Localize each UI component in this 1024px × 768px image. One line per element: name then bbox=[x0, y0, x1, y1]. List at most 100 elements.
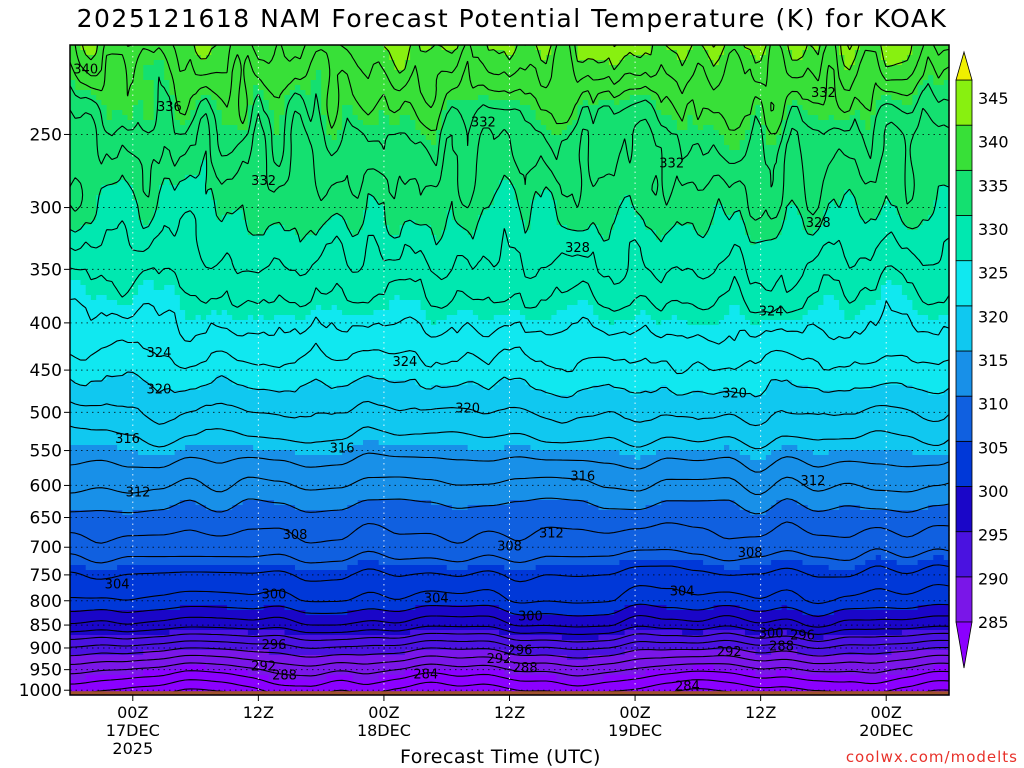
color-cell bbox=[880, 45, 913, 51]
color-cell bbox=[101, 190, 134, 196]
color-cell bbox=[274, 120, 280, 126]
color-cell bbox=[174, 290, 882, 296]
color-cell bbox=[315, 230, 354, 236]
colorbar-segment bbox=[955, 576, 973, 623]
color-cell bbox=[158, 205, 218, 211]
color-cell bbox=[284, 105, 322, 111]
color-cell bbox=[509, 610, 615, 616]
color-cell bbox=[786, 110, 809, 116]
contour-label: 312 bbox=[801, 474, 826, 489]
color-cell bbox=[70, 485, 950, 491]
color-cell bbox=[70, 575, 950, 581]
color-cell bbox=[153, 100, 176, 106]
color-cell bbox=[671, 315, 678, 321]
color-cell bbox=[708, 225, 746, 231]
color-cell bbox=[750, 115, 762, 121]
color-cell bbox=[765, 125, 783, 131]
color-cell bbox=[96, 210, 139, 216]
color-cell bbox=[645, 670, 757, 676]
x-tick-label: 20DEC bbox=[859, 721, 913, 740]
color-cell bbox=[656, 230, 668, 236]
colorbar-label: 315 bbox=[978, 351, 1009, 370]
color-cell bbox=[132, 195, 160, 201]
color-cell bbox=[556, 200, 620, 206]
color-cell bbox=[818, 225, 908, 231]
color-cell bbox=[389, 305, 422, 311]
color-cell bbox=[70, 60, 155, 66]
color-cell bbox=[865, 120, 872, 126]
color-cell bbox=[305, 90, 312, 96]
color-cell bbox=[378, 560, 620, 566]
color-cell bbox=[132, 105, 144, 111]
color-cell bbox=[938, 195, 950, 201]
color-cell bbox=[70, 475, 950, 481]
contour-label: 320 bbox=[722, 387, 747, 402]
color-cell bbox=[247, 315, 254, 321]
color-cell bbox=[153, 110, 176, 116]
color-cell bbox=[739, 505, 772, 511]
color-cell bbox=[446, 225, 464, 231]
color-cell bbox=[153, 280, 887, 286]
color-cell bbox=[446, 220, 458, 226]
color-cell bbox=[85, 50, 97, 56]
color-cell bbox=[368, 205, 385, 211]
color-cell bbox=[441, 120, 542, 126]
contour-label: 308 bbox=[497, 540, 522, 555]
color-cell bbox=[70, 580, 950, 586]
color-cell bbox=[812, 230, 950, 236]
color-cell bbox=[425, 315, 448, 321]
color-cell bbox=[807, 230, 814, 236]
color-cell bbox=[158, 200, 218, 206]
color-cell bbox=[614, 225, 647, 231]
color-cell bbox=[488, 45, 516, 51]
color-cell bbox=[232, 505, 296, 511]
color-cell bbox=[242, 215, 333, 221]
color-cell bbox=[185, 315, 197, 321]
color-cell bbox=[363, 210, 385, 216]
color-cell bbox=[96, 200, 139, 206]
color-cell bbox=[342, 115, 359, 121]
color-cell bbox=[70, 460, 950, 466]
color-cell bbox=[755, 110, 762, 116]
color-cell bbox=[551, 130, 563, 136]
color-cell bbox=[844, 60, 856, 66]
color-cell bbox=[216, 310, 223, 316]
color-cell bbox=[132, 300, 181, 306]
color-cell bbox=[342, 450, 620, 456]
color-cell bbox=[70, 360, 950, 366]
color-cell bbox=[880, 210, 898, 216]
color-cell bbox=[274, 110, 286, 116]
color-cell bbox=[153, 80, 171, 86]
color-cell bbox=[206, 180, 500, 186]
color-cell bbox=[85, 290, 139, 296]
color-cell bbox=[70, 610, 307, 616]
color-cell bbox=[530, 105, 579, 111]
color-cell bbox=[336, 385, 422, 391]
color-cell bbox=[833, 610, 950, 616]
color-cell bbox=[206, 665, 694, 671]
color-cell bbox=[561, 130, 720, 136]
color-cell bbox=[211, 45, 385, 51]
color-cell bbox=[467, 445, 505, 451]
color-cell bbox=[70, 515, 950, 521]
color-cell bbox=[70, 330, 950, 336]
color-cell bbox=[294, 505, 348, 511]
color-cell bbox=[164, 180, 171, 186]
color-cell bbox=[321, 380, 354, 386]
color-cell bbox=[572, 120, 678, 126]
x-tick-label: 2025 bbox=[112, 739, 153, 758]
color-cell bbox=[556, 220, 615, 226]
ground-band bbox=[70, 691, 949, 695]
color-cell bbox=[96, 50, 197, 56]
color-cell bbox=[943, 390, 950, 396]
color-cell bbox=[718, 55, 757, 61]
color-cell bbox=[294, 450, 343, 456]
color-cell bbox=[70, 490, 950, 496]
color-cell bbox=[629, 95, 652, 101]
color-cell bbox=[875, 105, 950, 111]
color-cell bbox=[530, 215, 558, 221]
color-cell bbox=[310, 380, 322, 386]
color-cell bbox=[760, 120, 783, 126]
color-cell bbox=[854, 55, 882, 61]
color-cell bbox=[457, 220, 479, 226]
